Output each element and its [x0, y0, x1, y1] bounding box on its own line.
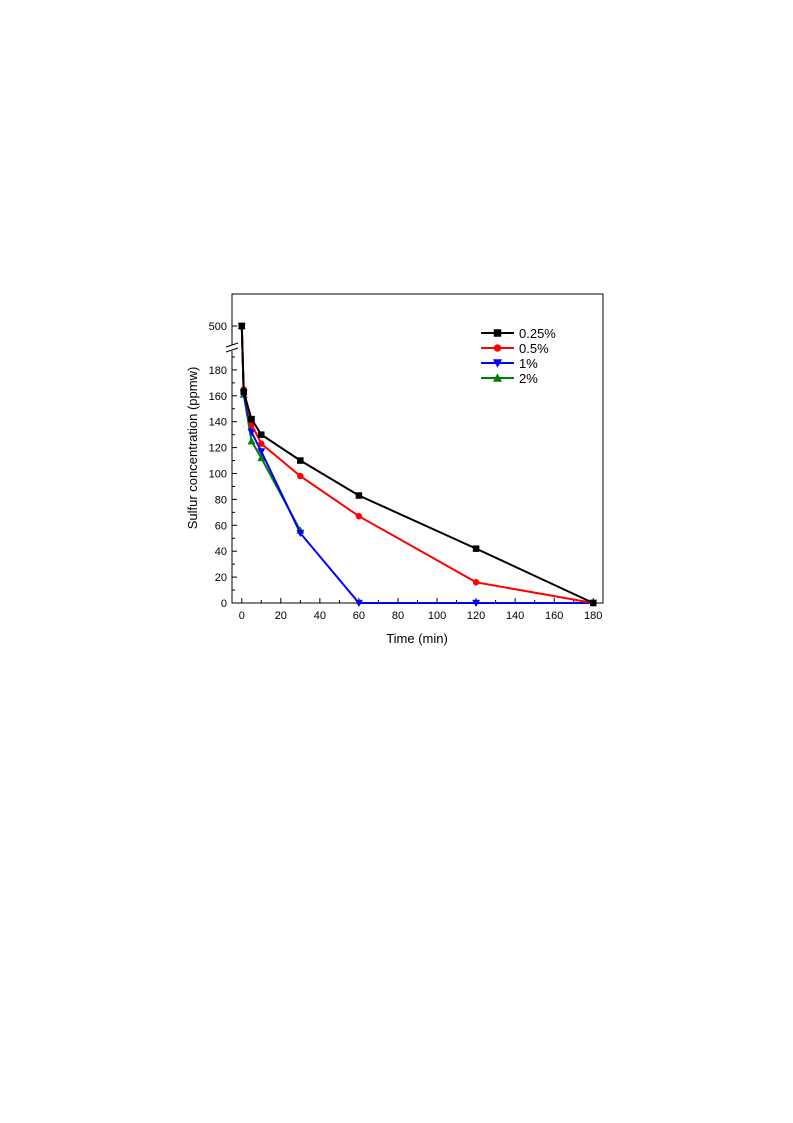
- y-tick-label: 0: [221, 598, 227, 610]
- data-point: [247, 437, 256, 445]
- data-point: [257, 453, 266, 462]
- data-point: [472, 579, 480, 586]
- legend-label: 2%: [519, 371, 538, 386]
- axis-break-line: [225, 342, 239, 348]
- y-tick-label: 40: [215, 546, 227, 558]
- legend-label: 0.25%: [519, 326, 556, 341]
- legend-marker: [492, 373, 503, 382]
- y-tick-label: 120: [209, 443, 227, 455]
- series-line: [240, 325, 594, 604]
- series-1%: [237, 322, 598, 608]
- x-axis-label: Time (min): [386, 631, 448, 646]
- data-point: [297, 472, 304, 480]
- data-point: [240, 388, 247, 396]
- legend-marker: [493, 329, 502, 337]
- data-point: [257, 448, 266, 456]
- y-axis-ticks: 0 20 40 60 80 100 120 140 160 180 500: [209, 321, 237, 610]
- x-tick-label: 160: [545, 610, 563, 622]
- series-0.25%: [238, 322, 597, 607]
- series-line: [240, 325, 594, 604]
- data-point: [297, 457, 304, 464]
- data-point: [258, 431, 265, 438]
- series-line: [240, 325, 594, 604]
- legend-marker: [492, 359, 503, 368]
- data-point: [355, 512, 363, 520]
- x-tick-label: 80: [392, 610, 404, 622]
- x-tick-label: 20: [275, 610, 287, 622]
- y-tick-label: 180: [209, 365, 227, 377]
- legend: 0.25%0.5%1%2%: [481, 326, 556, 386]
- y-tick-label: 60: [215, 520, 227, 532]
- y-tick-label: 80: [215, 494, 227, 506]
- y-tick-label: 500: [209, 321, 227, 333]
- data-point: [296, 529, 305, 538]
- x-tick-label: 140: [506, 610, 524, 622]
- series-2%: [237, 321, 305, 534]
- legend-entry: 2%: [481, 371, 538, 386]
- y-tick-label: 20: [215, 572, 227, 584]
- x-axis-ticks: 0 20 40 60 80 100 120 140 160 180: [239, 598, 602, 622]
- axis-break-gap: [226, 345, 238, 351]
- y-axis-label: Sulfur concentration (ppmw): [185, 367, 200, 530]
- data-point: [258, 440, 265, 447]
- y-tick-label: 160: [209, 391, 227, 403]
- x-tick-label: 60: [353, 610, 365, 622]
- y-tick-label: 100: [209, 469, 227, 481]
- x-tick-label: 40: [314, 610, 326, 622]
- y-tick-label: 140: [209, 417, 227, 429]
- data-point: [248, 415, 255, 423]
- data-point: [354, 599, 363, 608]
- x-tick-label: 100: [428, 610, 446, 622]
- legend-marker: [493, 344, 502, 352]
- legend-entry: 0.5%: [481, 341, 549, 356]
- data-point: [247, 428, 256, 437]
- legend-entry: 1%: [481, 356, 538, 371]
- axis-break-marker: [225, 342, 239, 353]
- data-point: [355, 492, 363, 499]
- legend-label: 1%: [519, 356, 538, 371]
- series-layer: [237, 321, 598, 608]
- legend-entry: 0.25%: [481, 326, 556, 341]
- data-point: [238, 322, 246, 330]
- data-point: [589, 599, 597, 607]
- axis-break-line: [225, 347, 239, 353]
- legend-label: 0.5%: [519, 341, 549, 356]
- x-tick-label: 120: [467, 610, 485, 622]
- data-point: [472, 545, 480, 552]
- x-tick-label: 180: [584, 610, 602, 622]
- data-point: [472, 599, 481, 608]
- series-0.5%: [238, 322, 597, 607]
- x-tick-label: 0: [239, 610, 245, 622]
